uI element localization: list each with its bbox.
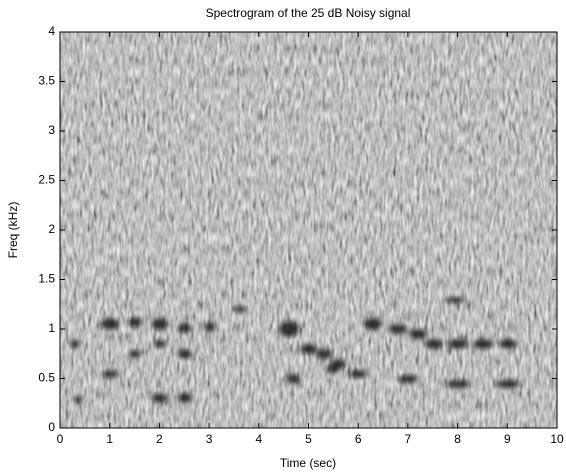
x-tick-label: 1: [106, 432, 113, 446]
y-tick-label: 1.5: [38, 272, 55, 286]
noise-texture: [60, 32, 557, 428]
x-axis-label: Time (sec): [280, 456, 336, 470]
energy-blobs: [70, 297, 520, 403]
x-tick-label: 10: [550, 432, 564, 446]
x-tick-label: 7: [405, 432, 412, 446]
y-tick-label: 3.5: [38, 74, 55, 88]
y-tick-label: 0.5: [38, 371, 55, 385]
x-tick-label: 3: [206, 432, 213, 446]
x-tick-label: 4: [255, 432, 262, 446]
spectrogram-image: [60, 32, 557, 428]
x-tick-label: 6: [355, 432, 362, 446]
y-tick-label: 2.5: [38, 173, 55, 187]
x-tick-label: 5: [305, 432, 312, 446]
chart-title: Spectrogram of the 25 dB Noisy signal: [206, 6, 411, 20]
x-tick-label: 9: [504, 432, 511, 446]
y-tick-label: 0: [48, 420, 55, 434]
x-tick-label: 2: [156, 432, 163, 446]
x-tick-label: 8: [454, 432, 461, 446]
y-tick-label: 2: [48, 222, 55, 236]
y-tick-label: 3: [48, 123, 55, 137]
y-tick-label: 4: [48, 24, 55, 38]
y-axis-label: Freq (kHz): [6, 202, 20, 259]
y-tick-label: 1: [48, 321, 55, 335]
x-tick-label: 0: [57, 432, 64, 446]
